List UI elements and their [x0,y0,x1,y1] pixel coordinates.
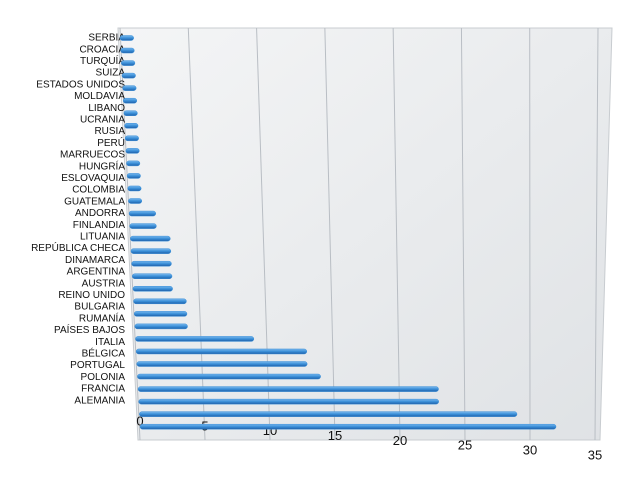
bar [130,224,157,229]
x-tick-label: 20 [393,433,407,448]
bar [137,374,320,379]
y-tick-label: REPÚBLICA CHECA [31,241,125,254]
y-tick-label: RUSIA [94,126,125,137]
y-tick-label: ALEMANIA [74,395,125,406]
y-tick-label: ARGENTINA [67,267,126,278]
bar [126,161,139,166]
y-tick-label: HUNGRÍA [79,159,125,172]
y-tick-label: DINAMARCA [65,255,125,266]
y-tick-label: REINO UNIDO [58,290,125,301]
y-tick-label: ANDORRA [75,208,125,219]
bar [132,274,172,279]
y-tick-label: POLONIA [81,372,126,383]
bar [123,98,137,103]
y-tick-label: FINLANDIA [73,220,126,231]
bar [130,236,170,241]
y-tick-label: CROACIA [79,44,125,55]
bar [138,387,438,392]
y-tick-label: SUIZA [96,68,126,79]
y-tick-label: PERÚ [97,136,125,149]
bar [122,73,136,78]
y-tick-label: UCRANIA [80,115,125,126]
y-tick-label: BÉLGICA [82,347,126,360]
bar [123,86,137,91]
y-tick-label: GUATEMALA [64,196,125,207]
y-tick-label: TURQUÍA [80,54,125,67]
bar [121,48,135,53]
y-tick-label: LIBANO [88,103,125,114]
bar [137,362,307,367]
y-tick-label: AUSTRIA [82,278,126,289]
x-tick-label: 30 [523,443,537,458]
y-tick-label: LITUANIA [80,232,125,243]
bar [135,324,188,329]
bar [139,412,517,417]
y-tick-label: ITALIA [95,337,125,348]
bar [132,261,172,266]
bar [127,173,140,178]
bar [120,36,134,41]
y-tick-label: RUMANÍA [79,311,125,324]
bar [129,211,156,216]
bar [136,349,307,354]
x-tick-label: 25 [458,438,472,453]
y-tick-label: FRANCIA [81,384,125,395]
bar [131,249,171,254]
bar [128,199,141,204]
y-tick-label: MARRUECOS [60,150,125,161]
bar [126,148,139,153]
y-tick-label: PAÍSES BAJOS [54,323,125,336]
bar [121,61,135,66]
bar [125,136,138,141]
y-tick-label: COLOMBIA [72,185,125,196]
y-tick-label: ESLOVAQUIA [61,173,125,184]
x-tick-label: 35 [588,447,602,462]
bar [134,299,187,304]
bar [124,111,138,116]
bar [128,186,141,191]
bar [135,336,253,341]
y-tick-label: MOLDAVIA [74,91,125,102]
y-tick-label: ESTADOS UNIDOS [36,79,125,90]
y-tick-label: PORTUGAL [70,360,125,371]
bar [133,286,173,291]
bar [140,424,556,429]
bar [125,123,139,128]
y-tick-label: BULGARIA [74,302,125,313]
bar [134,311,187,316]
bar [139,399,439,404]
x-tick-label: 15 [328,428,342,443]
